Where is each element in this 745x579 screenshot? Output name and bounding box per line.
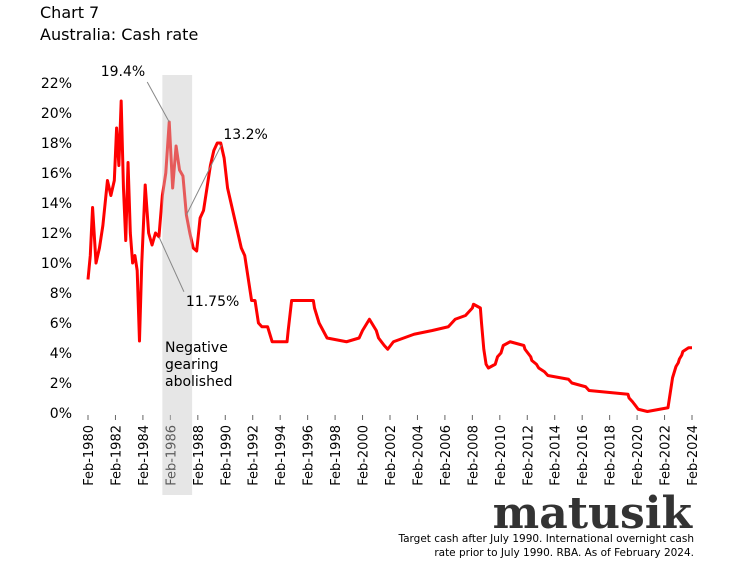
annotation-leader bbox=[185, 144, 222, 216]
x-tick-label: Feb-2000 bbox=[357, 425, 372, 486]
x-tick-label: Feb-1982 bbox=[109, 425, 124, 486]
x-tick-label: Feb-2022 bbox=[659, 425, 674, 486]
x-tick-label: Feb-2006 bbox=[439, 425, 454, 486]
y-tick-label: 10% bbox=[41, 256, 72, 272]
annotation: 13.2% bbox=[223, 127, 267, 143]
x-tick-label: Feb-2024 bbox=[686, 425, 701, 486]
y-tick-label: 20% bbox=[41, 106, 72, 122]
brand: matusik bbox=[493, 488, 694, 539]
chart-subtitle: Australia: Cash rate bbox=[40, 25, 198, 44]
x-tick-label: Feb-2012 bbox=[521, 425, 536, 486]
y-tick-label: 14% bbox=[41, 196, 72, 212]
y-tick-label: 18% bbox=[41, 136, 72, 152]
x-tick-label: Feb-1988 bbox=[192, 425, 207, 486]
x-tick-label: Feb-1996 bbox=[302, 425, 317, 486]
x-tick-label: Feb-2008 bbox=[466, 425, 481, 486]
highlight-band bbox=[162, 75, 193, 495]
y-tick-label: 8% bbox=[50, 286, 72, 302]
annotation-leader bbox=[158, 236, 185, 292]
y-tick-label: 16% bbox=[41, 166, 72, 182]
x-tick-label: Feb-1984 bbox=[137, 425, 152, 486]
x-tick-label: Feb-2016 bbox=[576, 425, 591, 486]
highlight-label: Negative gearing abolished bbox=[165, 340, 232, 390]
x-tick-label: Feb-1998 bbox=[329, 425, 344, 486]
annotation: 11.75% bbox=[186, 294, 239, 310]
x-tick-label: Feb-2014 bbox=[549, 425, 564, 486]
chart-title: Chart 7 bbox=[40, 3, 99, 22]
y-tick-label: 6% bbox=[50, 316, 72, 332]
x-tick-label: Feb-1986 bbox=[164, 425, 179, 486]
note: Target cash after July 1990. Internation… bbox=[397, 533, 694, 545]
x-tick-label: Feb-2010 bbox=[494, 425, 509, 486]
y-tick-label: 4% bbox=[50, 346, 72, 362]
x-tick-label: Feb-1994 bbox=[274, 425, 289, 486]
x-tick-label: Feb-1990 bbox=[219, 425, 234, 486]
x-tick-label: Feb-1980 bbox=[82, 425, 97, 486]
x-tick-label: Feb-1992 bbox=[247, 425, 262, 486]
x-tick-label: Feb-2004 bbox=[411, 425, 426, 486]
series-line bbox=[86, 99, 692, 413]
y-tick-label: 0% bbox=[50, 406, 72, 422]
annotation: 19.4% bbox=[101, 64, 145, 80]
y-tick-label: 22% bbox=[41, 76, 72, 92]
y-tick-label: 12% bbox=[41, 226, 72, 242]
x-tick-label: Feb-2018 bbox=[604, 425, 619, 486]
annotation-leader bbox=[146, 81, 170, 123]
x-tick-label: Feb-2020 bbox=[631, 425, 646, 486]
y-tick-label: 2% bbox=[50, 376, 72, 392]
note: rate prior to July 1990. RBA. As of Febr… bbox=[434, 547, 694, 559]
x-tick-label: Feb-2002 bbox=[384, 425, 399, 486]
